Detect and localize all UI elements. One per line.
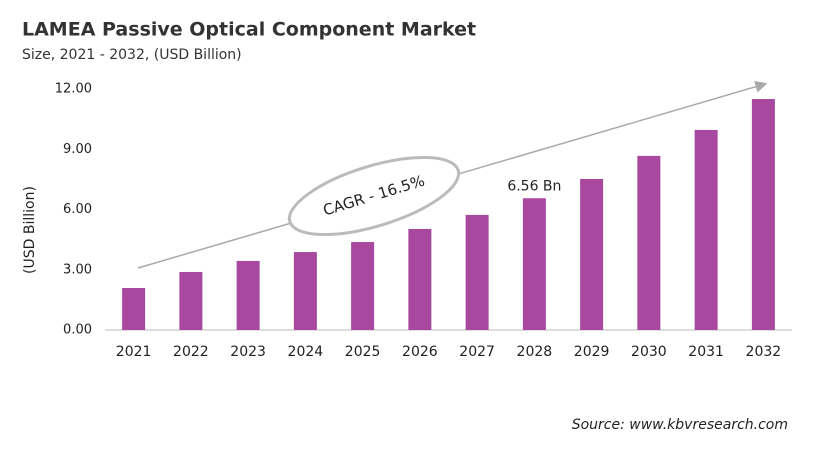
x-tick-label: 2023 [230,344,266,360]
bar [465,214,489,330]
bar [637,155,661,330]
chart-subtitle: Size, 2021 - 2032, (USD Billion) [22,47,242,63]
bar [122,288,146,330]
x-tick-label: 2028 [517,344,553,360]
bar [580,178,604,330]
bar [751,99,775,331]
x-tick-label: 2021 [116,344,152,360]
y-tick-label: 9.00 [63,142,92,157]
y-tick-label: 3.00 [63,262,92,277]
x-tick-label: 2026 [402,344,438,360]
bar [179,271,203,330]
source: Source: www.kbvresearch.com [572,417,788,433]
bar [293,252,317,330]
x-tick-label: 2024 [288,344,324,360]
bar [408,228,432,330]
bar [351,242,375,330]
x-tick-label: 2032 [746,344,782,360]
x-tick-label: 2029 [574,344,610,360]
cagr-ellipse [287,155,461,237]
x-tick-label: 2027 [459,344,495,360]
cagr-callout: CAGR - 16.5% [287,155,461,237]
bar [522,198,546,330]
bar [694,129,718,330]
y-tick-label: 6.00 [63,202,92,217]
chart-title: LAMEA Passive Optical Component Market [22,19,476,41]
bar [236,260,260,330]
y-axis-label: (USD Billion) [22,186,38,274]
y-tick-label: 0.00 [63,323,92,338]
x-tick-label: 2031 [688,344,724,360]
data-label: 6.56 Bn [507,178,561,194]
x-tick-label: 2025 [345,344,381,360]
y-tick-label: 12.00 [55,82,92,97]
x-tick-label: 2030 [631,344,667,360]
x-tick-label: 2022 [173,344,209,360]
